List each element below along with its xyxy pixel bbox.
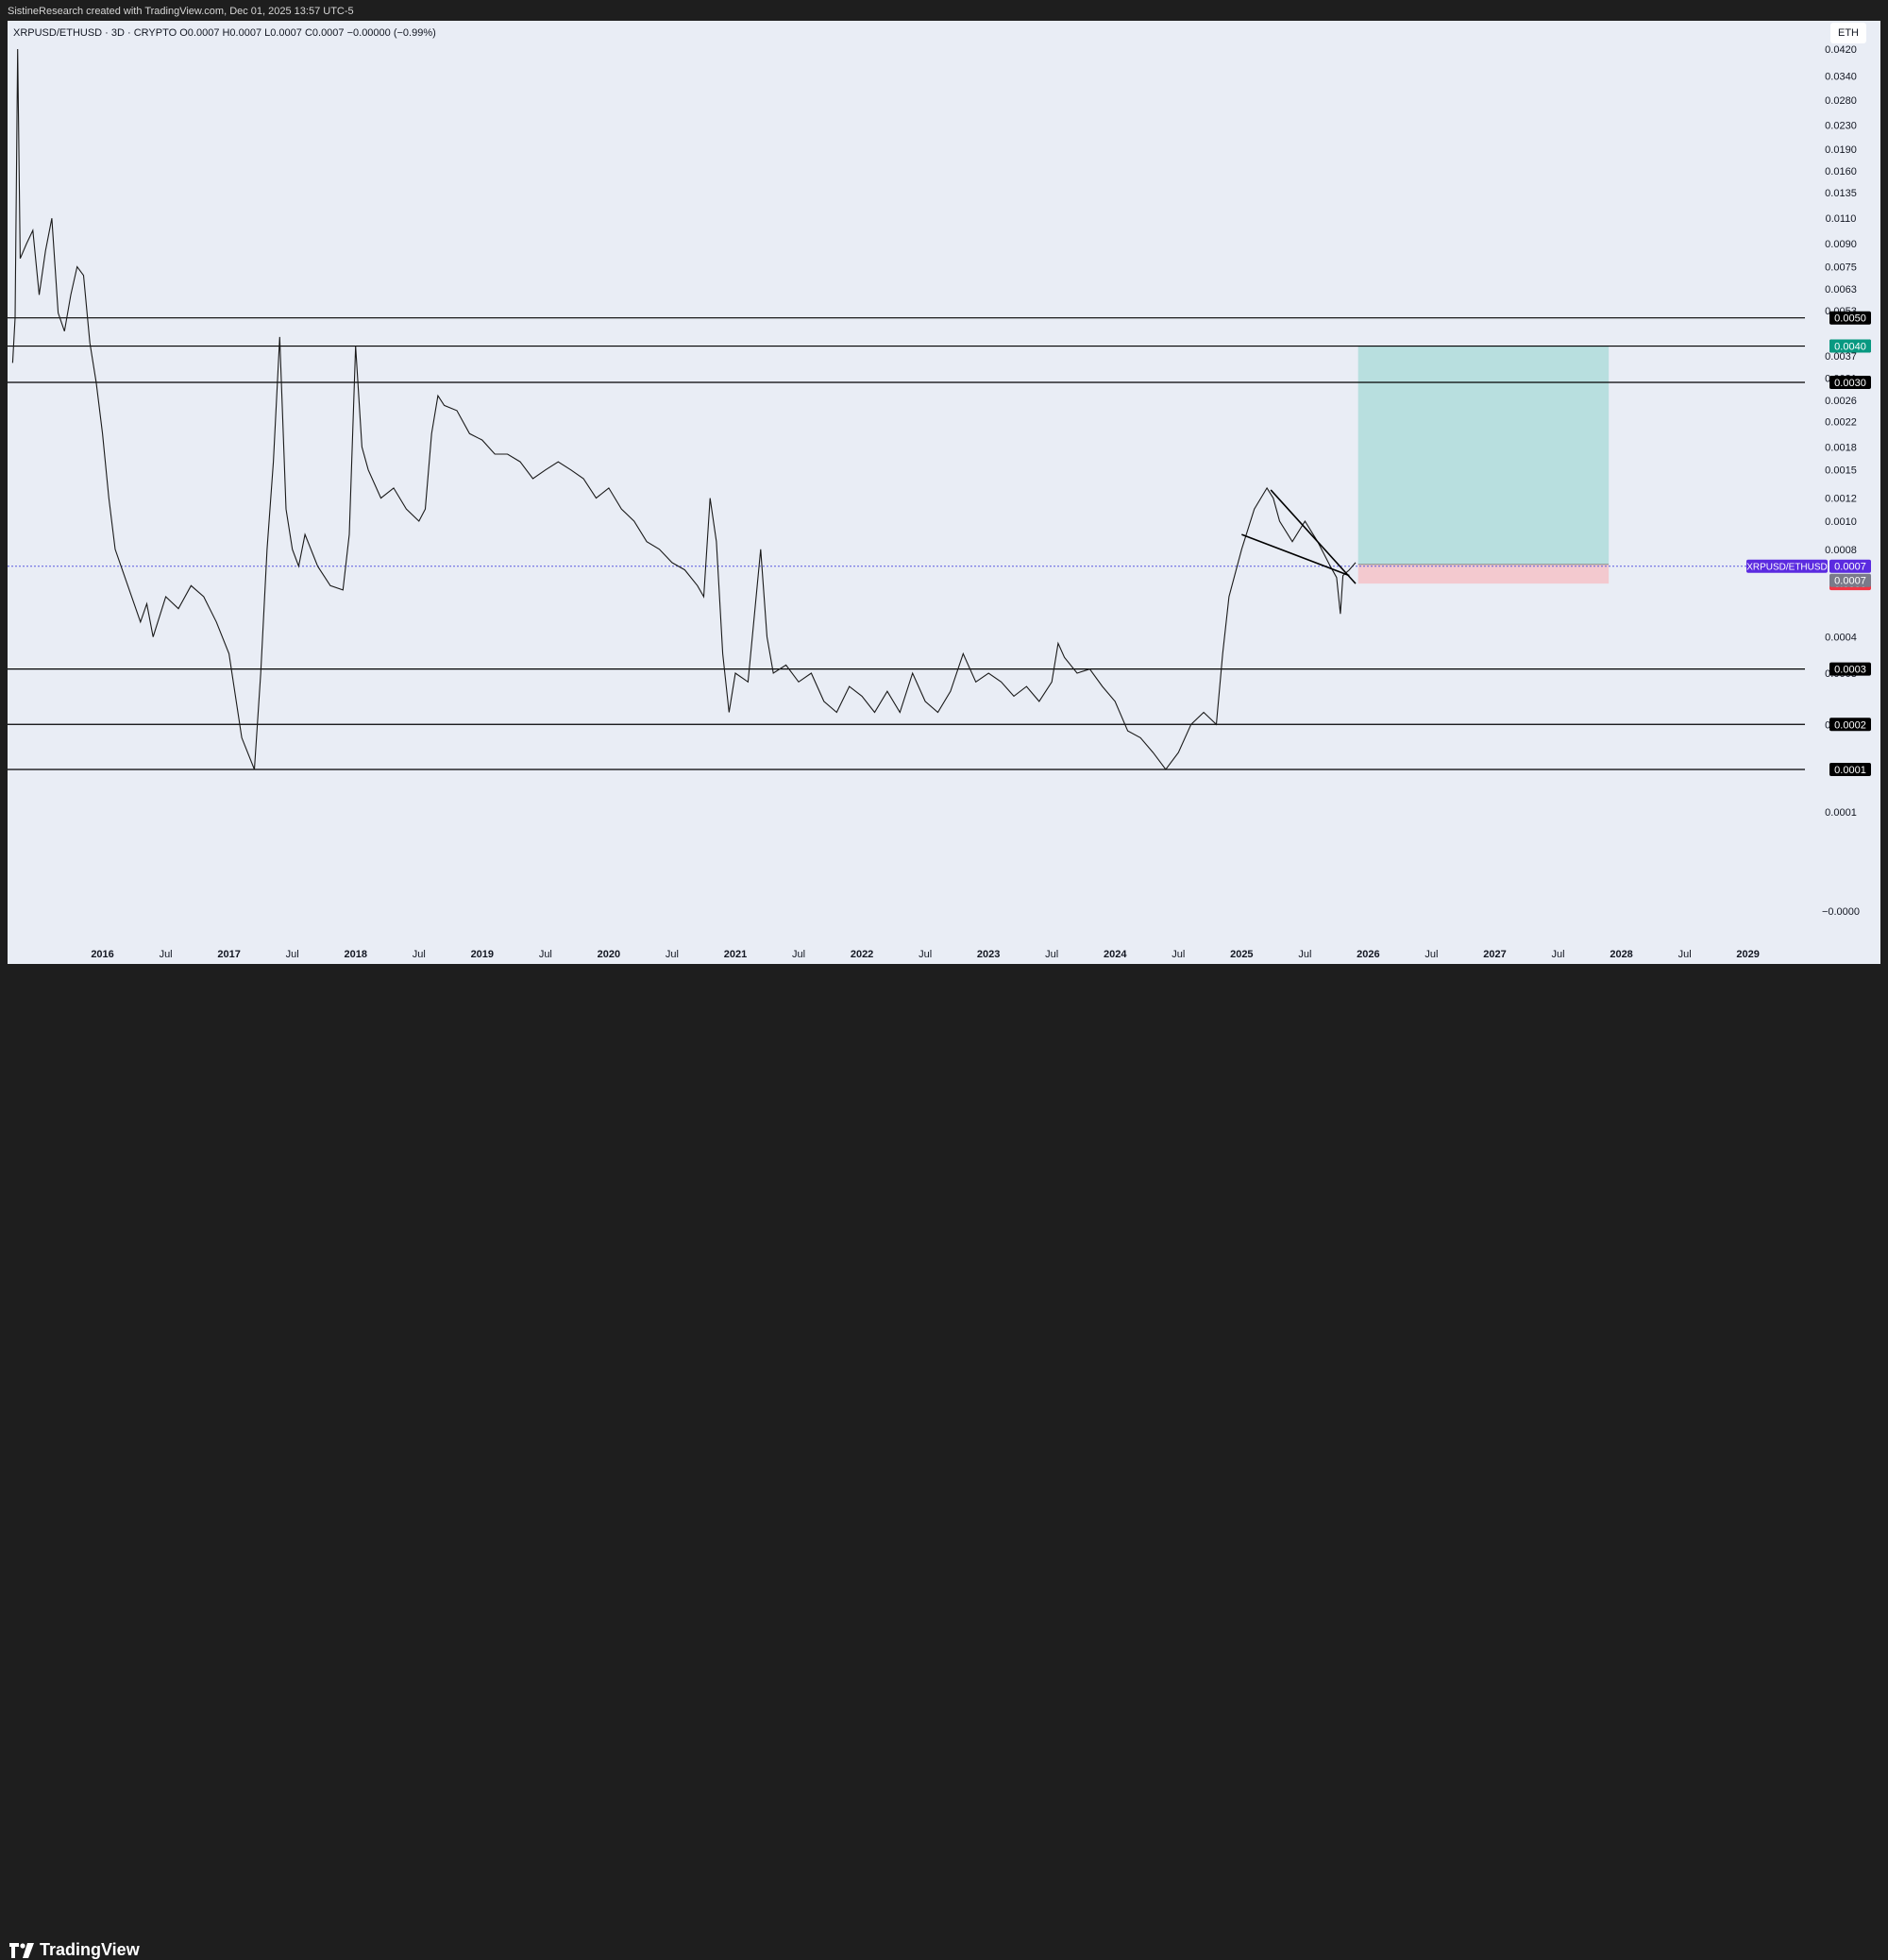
y-tick-label: 0.0004 <box>1825 633 1857 644</box>
brand-name: TradingView <box>40 1940 140 1959</box>
x-tick-label: Jul <box>1424 949 1438 960</box>
x-tick-label: 2023 <box>977 949 1000 960</box>
level-price-tag: 0.0030 <box>1834 378 1866 389</box>
y-tick-label: 0.0026 <box>1825 396 1857 407</box>
price-series-line <box>11 48 1357 770</box>
x-tick-label: Jul <box>413 949 426 960</box>
level-price-tag-bg <box>1829 311 1871 325</box>
y-tick-label: 0.0018 <box>1825 442 1857 453</box>
level-price-tag: 0.0050 <box>1834 313 1866 325</box>
x-tick-label: 2024 <box>1104 949 1127 960</box>
y-tick-label: 0.0090 <box>1825 239 1857 250</box>
level-price-tag-bg <box>1829 376 1871 390</box>
x-tick-label: Jul <box>1172 949 1185 960</box>
currency-button[interactable]: ETH <box>1830 23 1866 43</box>
y-tick-label: 0.0001 <box>1825 807 1857 819</box>
x-tick-label: 2017 <box>217 949 240 960</box>
y-tick-label: 0.0280 <box>1825 95 1857 107</box>
level-price-tag-bg <box>1829 662 1871 676</box>
y-tick-label: 0.0063 <box>1825 284 1857 296</box>
x-tick-label: 2026 <box>1357 949 1379 960</box>
x-tick-label: 2027 <box>1483 949 1506 960</box>
x-tick-label: Jul <box>792 949 805 960</box>
y-tick-label: 0.0037 <box>1825 351 1857 363</box>
target-price-tag-bg <box>1829 339 1871 353</box>
y-tick-label: 0.0008 <box>1825 545 1857 556</box>
brand[interactable]: TradingView <box>9 1940 140 1960</box>
y-tick-label: 0.0110 <box>1826 213 1857 225</box>
x-tick-label: 2021 <box>724 949 747 960</box>
price-chart[interactable]: 0.0420 0.0340 0.0280 0.0230 0.0190 0.0160 0.01… <box>0 0 1888 1009</box>
y-tick-label: 0.0075 <box>1825 262 1857 273</box>
symbol-tag-bg <box>1746 559 1828 573</box>
level-price-tag: 0.0003 <box>1834 665 1866 676</box>
y-tick-label: 0.0190 <box>1825 144 1857 156</box>
y-tick-label: −0.0000 <box>1822 906 1860 918</box>
profit-zone <box>1357 346 1610 565</box>
tradingview-logo-icon <box>9 1942 34 1958</box>
y-tick-label: 0.0010 <box>1825 516 1857 528</box>
y-tick-label: 0.0022 <box>1825 417 1857 429</box>
x-tick-label: Jul <box>919 949 932 960</box>
credit-text: SistineResearch created with TradingView… <box>8 6 354 17</box>
x-tick-label: 2016 <box>91 949 113 960</box>
x-tick-label: 2028 <box>1610 949 1632 960</box>
x-tick-label: 2020 <box>598 949 620 960</box>
x-tick-label: Jul <box>1678 949 1692 960</box>
x-tick-label: Jul <box>286 949 299 960</box>
y-tick-label: 0.0340 <box>1825 71 1857 82</box>
symbol-legend: XRPUSD/ETHUSD · 3D · CRYPTO O0.0007 H0.0… <box>13 27 436 39</box>
x-tick-label: Jul <box>160 949 173 960</box>
y-tick-label: 0.0135 <box>1825 188 1857 199</box>
x-tick-label: 2025 <box>1230 949 1253 960</box>
y-tick-label: 0.0420 <box>1825 44 1857 56</box>
top-bar: SistineResearch created with TradingView… <box>0 0 1888 23</box>
entry-price-tag: 0.0007 <box>1834 576 1866 587</box>
x-tick-label: Jul <box>1045 949 1058 960</box>
x-tick-label: Jul <box>1552 949 1565 960</box>
trendline <box>1270 489 1357 584</box>
symbol-tag: XRPUSD/ETHUSD <box>1746 563 1828 573</box>
x-tick-label: 2029 <box>1736 949 1759 960</box>
x-tick-label: Jul <box>539 949 552 960</box>
y-tick-label: 0.0160 <box>1825 166 1857 177</box>
y-tick-label: 0.0230 <box>1825 121 1857 132</box>
current-price-tag-bg <box>1829 559 1871 573</box>
level-price-tag-bg <box>1829 762 1871 776</box>
stop-zone <box>1357 564 1610 584</box>
x-tick-label: 2018 <box>344 949 366 960</box>
level-price-tag: 0.0001 <box>1834 765 1866 776</box>
x-tick-label: 2019 <box>471 949 494 960</box>
entry-price-tag-bg <box>1829 573 1871 587</box>
y-tick-label: 0.0012 <box>1825 494 1857 505</box>
trendline <box>1241 533 1350 577</box>
target-price-tag: 0.0040 <box>1834 342 1866 353</box>
y-tick-label: 0.0015 <box>1825 465 1857 477</box>
bottom-bar: TradingView <box>0 964 1888 1959</box>
level-price-tag: 0.0002 <box>1834 719 1866 731</box>
x-tick-label: Jul <box>666 949 679 960</box>
x-tick-label: Jul <box>1298 949 1311 960</box>
current-price-tag: 0.0007 <box>1834 562 1866 573</box>
level-price-tag-bg <box>1829 718 1871 732</box>
x-tick-label: 2022 <box>851 949 873 960</box>
